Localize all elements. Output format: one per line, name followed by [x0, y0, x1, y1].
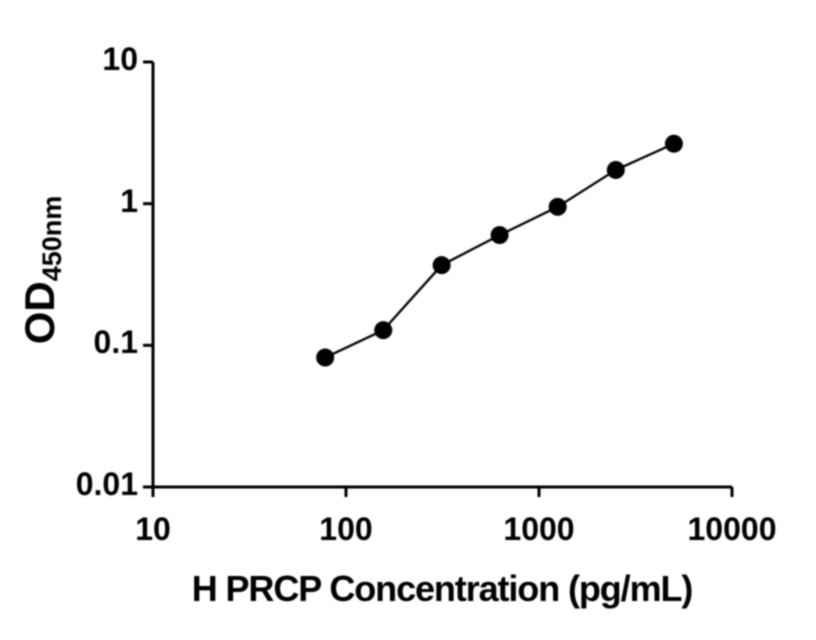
svg-text:OD450nm: OD450nm: [16, 196, 67, 345]
svg-text:100: 100: [319, 511, 372, 547]
svg-text:0.01: 0.01: [76, 466, 138, 502]
svg-text:0.1: 0.1: [94, 324, 138, 360]
svg-text:1: 1: [120, 183, 138, 219]
svg-text:10: 10: [135, 511, 171, 547]
svg-text:H PRCP Concentration (pg/mL): H PRCP Concentration (pg/mL): [192, 568, 693, 609]
svg-text:10000: 10000: [688, 511, 777, 547]
svg-text:1000: 1000: [503, 511, 574, 547]
svg-text:10: 10: [102, 41, 138, 77]
